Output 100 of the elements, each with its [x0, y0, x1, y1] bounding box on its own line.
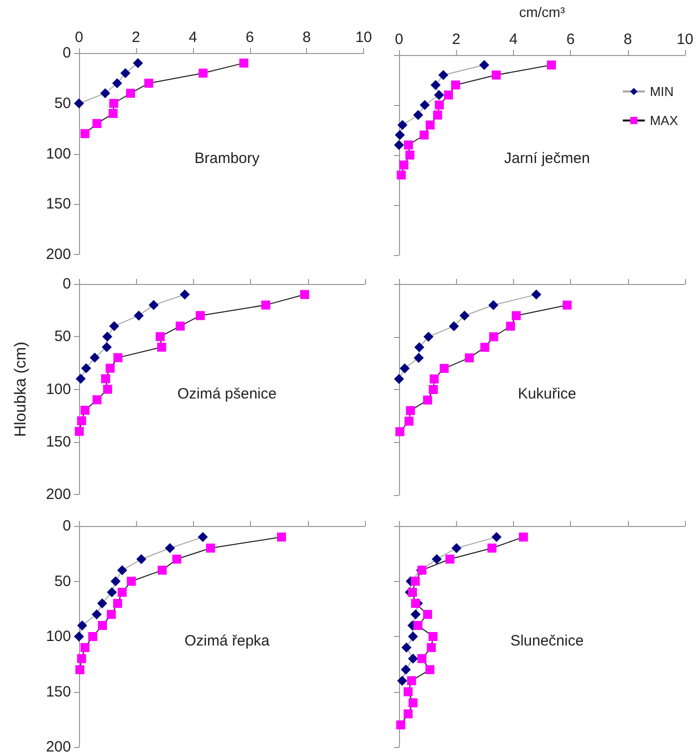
point	[101, 374, 110, 384]
point	[414, 352, 424, 363]
point	[120, 68, 130, 78]
point	[180, 290, 190, 300]
point	[480, 342, 490, 352]
x-tick-label: 0	[74, 29, 84, 46]
point	[428, 632, 438, 641]
point	[405, 150, 414, 160]
point	[300, 290, 310, 300]
point	[404, 709, 413, 718]
y-tick-label: 150	[46, 683, 71, 700]
x-tick-label: 6	[246, 29, 254, 46]
point	[198, 68, 208, 78]
point	[410, 609, 421, 620]
text: Brambory	[194, 150, 260, 167]
point	[81, 363, 92, 374]
point	[531, 290, 542, 300]
point	[426, 120, 435, 130]
point	[92, 609, 102, 620]
point	[434, 100, 444, 110]
text: Kukuřice	[518, 386, 576, 402]
point	[176, 322, 185, 331]
point	[109, 98, 118, 108]
text: Ozimá pšenice	[177, 386, 277, 402]
point	[196, 311, 205, 320]
legend-label: MAX	[650, 113, 678, 128]
point	[414, 342, 424, 352]
point	[423, 610, 432, 619]
y-tick-label: 200	[46, 246, 71, 263]
point	[562, 300, 572, 310]
x-tick-label: 4	[509, 31, 518, 48]
point	[428, 385, 438, 394]
point	[80, 129, 90, 138]
text: Ozimá řepka	[184, 632, 270, 650]
point	[438, 70, 448, 80]
point	[420, 130, 429, 140]
point	[80, 406, 90, 415]
y-tick-label: 0	[62, 518, 71, 534]
y-tick-label: 200	[46, 738, 71, 755]
point	[172, 554, 182, 564]
point	[451, 543, 462, 554]
point	[126, 576, 136, 586]
point	[397, 120, 408, 130]
y-tick-label: 100	[46, 628, 71, 645]
point	[108, 108, 118, 118]
point	[157, 342, 166, 352]
point	[113, 353, 122, 362]
point	[420, 100, 430, 110]
x-tick-label: 2	[132, 29, 140, 46]
point	[88, 632, 98, 641]
point	[98, 620, 107, 630]
point	[448, 321, 459, 332]
y-axis-title: Hloubka (cm)	[12, 342, 30, 437]
point	[408, 654, 418, 664]
text: Jarní ječmen	[504, 150, 590, 167]
point	[102, 342, 112, 352]
point	[440, 364, 449, 373]
point	[110, 576, 121, 586]
point	[430, 374, 439, 384]
point	[413, 110, 424, 120]
y-tick-label: 0	[62, 44, 71, 62]
point	[76, 374, 86, 384]
point	[404, 140, 413, 150]
x-axis-title: cm/cm³	[519, 4, 566, 20]
point	[74, 632, 84, 642]
point	[106, 610, 116, 619]
point	[77, 416, 86, 426]
point	[92, 119, 102, 128]
point	[417, 654, 426, 664]
point	[144, 78, 154, 88]
point	[206, 544, 216, 553]
point	[394, 374, 404, 384]
point	[90, 352, 100, 363]
point	[426, 643, 436, 652]
point	[80, 643, 90, 652]
y-tick-label: 150	[46, 433, 71, 450]
point	[239, 58, 248, 68]
legend-label: MIN	[650, 84, 674, 99]
point	[396, 720, 406, 730]
point	[113, 598, 122, 608]
point	[413, 620, 422, 630]
point	[512, 311, 521, 320]
point	[488, 300, 498, 310]
point	[518, 532, 528, 542]
point	[492, 532, 502, 542]
x-tick-label: 10	[355, 29, 372, 46]
y-tick-label: 50	[54, 94, 71, 112]
x-tick-label: 0	[394, 31, 404, 48]
text: Slunečnice	[510, 632, 584, 650]
x-tick-label: 8	[624, 31, 632, 48]
point	[479, 60, 490, 70]
point	[109, 321, 120, 332]
point	[451, 80, 460, 90]
x-tick-label: 4	[188, 29, 198, 46]
y-tick-label: 50	[54, 328, 71, 346]
point	[75, 665, 84, 674]
point	[464, 353, 474, 362]
point	[261, 300, 270, 310]
point	[74, 426, 84, 436]
y-tick-label: 0	[62, 276, 71, 292]
